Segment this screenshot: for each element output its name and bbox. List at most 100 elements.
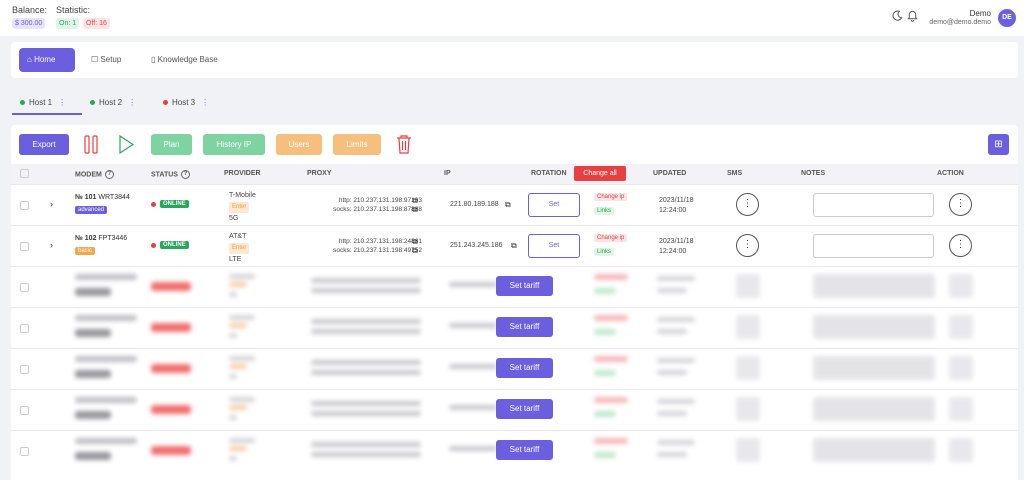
row-divider	[11, 266, 1018, 267]
blurred-block	[75, 329, 111, 337]
set-tariff-button[interactable]: Set tariff	[496, 317, 553, 337]
row-checkbox[interactable]	[20, 283, 29, 292]
copy-icon[interactable]: ⧉	[511, 241, 517, 250]
tab-host-2[interactable]: Host 2 ⋮	[90, 97, 136, 111]
tab-host-1[interactable]: Host 1 ⋮	[20, 97, 66, 111]
row-divider	[11, 389, 1018, 390]
blurred-block	[657, 358, 695, 363]
set-tariff-button[interactable]: Set tariff	[496, 276, 553, 296]
expand-chevron-icon[interactable]: ›	[50, 240, 53, 250]
statistic-label: Statistic:	[56, 5, 91, 15]
history-ip-button[interactable]: History IP	[203, 134, 265, 155]
row-checkbox[interactable]	[20, 201, 29, 210]
copy-icon[interactable]: ⧉	[412, 205, 418, 214]
trash-icon[interactable]	[395, 134, 413, 157]
pause-icon[interactable]	[83, 134, 100, 157]
blurred-block	[449, 446, 497, 451]
enter-badge[interactable]: Enter	[229, 243, 250, 254]
notes-input[interactable]	[813, 193, 934, 217]
set-tariff-button[interactable]: Set tariff	[496, 440, 553, 460]
links-button[interactable]: Links	[594, 207, 615, 215]
blurred-block	[449, 364, 497, 369]
provider-cell: T-Mobile Enter 5G	[229, 190, 256, 224]
blurred-block	[594, 397, 628, 403]
blurred-block	[229, 292, 237, 297]
row-checkbox[interactable]	[20, 324, 29, 333]
play-icon[interactable]	[118, 134, 135, 157]
blurred-row-content	[11, 307, 1018, 347]
blurred-block	[151, 282, 191, 291]
kebab-icon[interactable]: ⋮	[58, 98, 67, 107]
kebab-icon[interactable]: ⋮	[201, 98, 210, 107]
table-header	[11, 164, 1018, 184]
blurred-block	[594, 370, 616, 376]
enter-badge[interactable]: Enter	[229, 202, 250, 213]
kebab-icon[interactable]: ⋮	[128, 98, 137, 107]
host-status-dot	[90, 100, 95, 106]
row-checkbox[interactable]	[20, 242, 29, 251]
users-button[interactable]: Users	[276, 134, 322, 155]
set-tariff-button[interactable]: Set tariff	[496, 399, 553, 419]
set-rotation-button[interactable]: Set	[528, 234, 580, 258]
row-checkbox[interactable]	[20, 365, 29, 374]
set-tariff-button[interactable]: Set tariff	[496, 358, 553, 378]
row-checkbox[interactable]	[20, 447, 29, 456]
tab-host-3[interactable]: Host 3 ⋮	[163, 97, 209, 111]
ip-value: 251.243.245.186	[450, 242, 503, 249]
help-icon[interactable]: ?	[180, 170, 190, 179]
help-icon[interactable]: ?	[104, 170, 114, 179]
status-badge: ONLINE	[160, 200, 189, 208]
copy-icon[interactable]: ⧉	[412, 246, 418, 255]
nav-home[interactable]: ⌂ Home	[19, 48, 75, 72]
updated-date: 2023/11/18	[659, 197, 694, 204]
blurred-block	[75, 288, 111, 296]
blurred-block	[229, 415, 237, 420]
sms-button[interactable]: ⋮	[736, 234, 759, 257]
blurred-block	[949, 397, 973, 421]
sms-button[interactable]: ⋮	[736, 193, 759, 216]
select-all-checkbox[interactable]	[20, 169, 29, 178]
blurred-block	[949, 274, 973, 298]
row-checkbox[interactable]	[20, 406, 29, 415]
change-ip-button[interactable]: Change ip	[594, 234, 628, 242]
provider-name: AT&T	[229, 233, 247, 240]
home-icon: ⌂	[27, 55, 32, 64]
avatar[interactable]: DE	[998, 9, 1016, 27]
blurred-row-content	[11, 266, 1018, 306]
copy-icon[interactable]: ⧉	[412, 196, 418, 205]
status-badge: ONLINE	[160, 241, 189, 249]
blurred-block	[75, 315, 137, 321]
notes-input[interactable]	[813, 234, 934, 258]
change-ip-button[interactable]: Change ip	[594, 193, 628, 201]
links-button[interactable]: Links	[594, 248, 615, 256]
grid-view-button[interactable]: ⊞	[988, 134, 1009, 155]
set-rotation-button[interactable]: Set	[528, 193, 580, 217]
action-menu-button[interactable]: ⋮	[949, 234, 972, 257]
nav-knowledge-base[interactable]: ▯ Knowledge Base	[151, 48, 218, 72]
blurred-block	[657, 276, 695, 281]
network-type: 5G	[229, 215, 239, 222]
expand-chevron-icon[interactable]: ›	[50, 199, 53, 209]
moon-icon[interactable]	[892, 10, 903, 25]
square-icon: ☐	[91, 55, 99, 64]
updated-cell: 2023/11/18 12:24:00	[659, 196, 694, 216]
plan-button[interactable]: Plan	[151, 134, 192, 155]
blurred-block	[657, 317, 695, 322]
copy-icon[interactable]: ⧉	[505, 200, 511, 209]
export-button[interactable]: Export	[19, 134, 69, 155]
nav-home-label: Home	[34, 55, 56, 64]
user-name: Demo	[969, 9, 991, 18]
th-updated: UPDATED	[653, 170, 687, 177]
blurred-block	[594, 452, 616, 458]
action-menu-button[interactable]: ⋮	[949, 193, 972, 216]
bell-icon[interactable]	[907, 10, 918, 26]
provider-cell: AT&T Enter LTE	[229, 231, 250, 265]
change-all-button[interactable]: Change all	[574, 166, 626, 181]
limits-button[interactable]: Limits	[333, 134, 381, 155]
proxy-cell: http: 210.237.131.198:97103 socks: 210.2…	[300, 196, 422, 214]
copy-icon[interactable]: ⧉	[412, 237, 418, 246]
nav-setup[interactable]: ☐ Setup	[91, 48, 121, 72]
status-cell: ONLINE	[151, 200, 189, 208]
blurred-block	[813, 315, 935, 339]
host-label: Host 3	[172, 98, 196, 107]
